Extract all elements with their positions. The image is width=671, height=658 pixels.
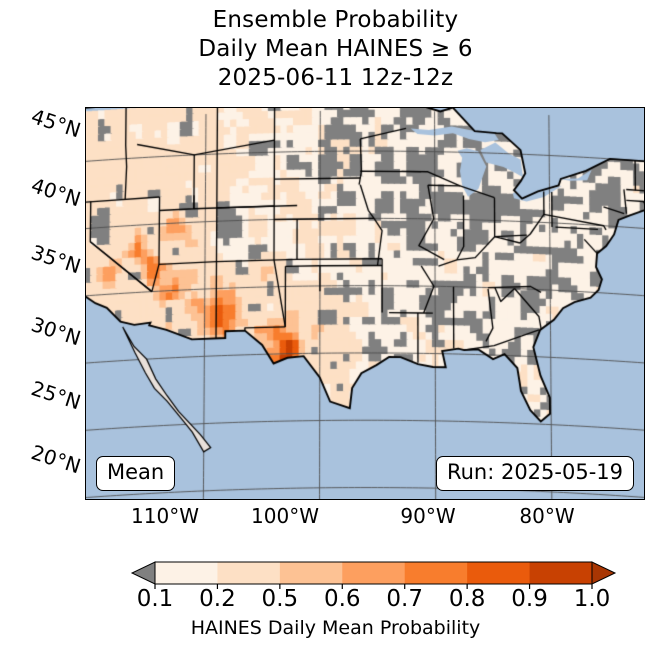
lon-tick-100W: 100°W: [251, 504, 319, 528]
map-annotation-mean: Mean: [96, 456, 176, 491]
probability-heatmap-canvas: [86, 108, 644, 499]
colorbar-tick-0.7: 0.7: [386, 586, 423, 612]
colorbar-tick-0.1: 0.1: [136, 586, 174, 612]
colorbar[interactable]: 0.1 0.2 0.5 0.6 0.7 0.8 0.9 1.0 HAINES Daily Me…: [0, 555, 671, 658]
lat-tick-45N: 45°N: [28, 104, 84, 143]
colorbar-tick-0.9: 0.9: [511, 586, 548, 612]
lat-tick-20N: 20°N: [28, 440, 84, 479]
figure-title: Ensemble Probability Daily Mean HAINES ≥…: [0, 6, 671, 93]
lat-tick-30N: 30°N: [28, 312, 84, 351]
lat-tick-40N: 40°N: [28, 173, 84, 212]
lon-tick-80W: 80°W: [519, 504, 575, 528]
lat-tick-25N: 25°N: [28, 376, 84, 415]
colorbar-tick-0.5: 0.5: [261, 586, 299, 612]
lon-tick-110W: 110°W: [131, 504, 199, 528]
title-line-2: Daily Mean HAINES ≥ 6: [198, 36, 473, 62]
lon-tick-90W: 90°W: [400, 504, 456, 528]
map-annotation-run-date: Run: 2025-05-19: [435, 456, 634, 491]
title-line-1: Ensemble Probability: [212, 7, 459, 33]
map-plot-area[interactable]: Mean Run: 2025-05-19: [85, 107, 645, 500]
colorbar-axis-label: HAINES Daily Mean Probability: [190, 617, 481, 639]
lat-tick-35N: 35°N: [28, 240, 84, 279]
colorbar-tick-0.2: 0.2: [199, 586, 236, 612]
colorbar-tick-1.0: 1.0: [573, 586, 611, 612]
colorbar-tick-0.6: 0.6: [323, 586, 361, 612]
title-line-3: 2025-06-11 12z-12z: [217, 65, 454, 91]
colorbar-swatches: [130, 561, 617, 589]
colorbar-tick-0.8: 0.8: [448, 586, 486, 612]
